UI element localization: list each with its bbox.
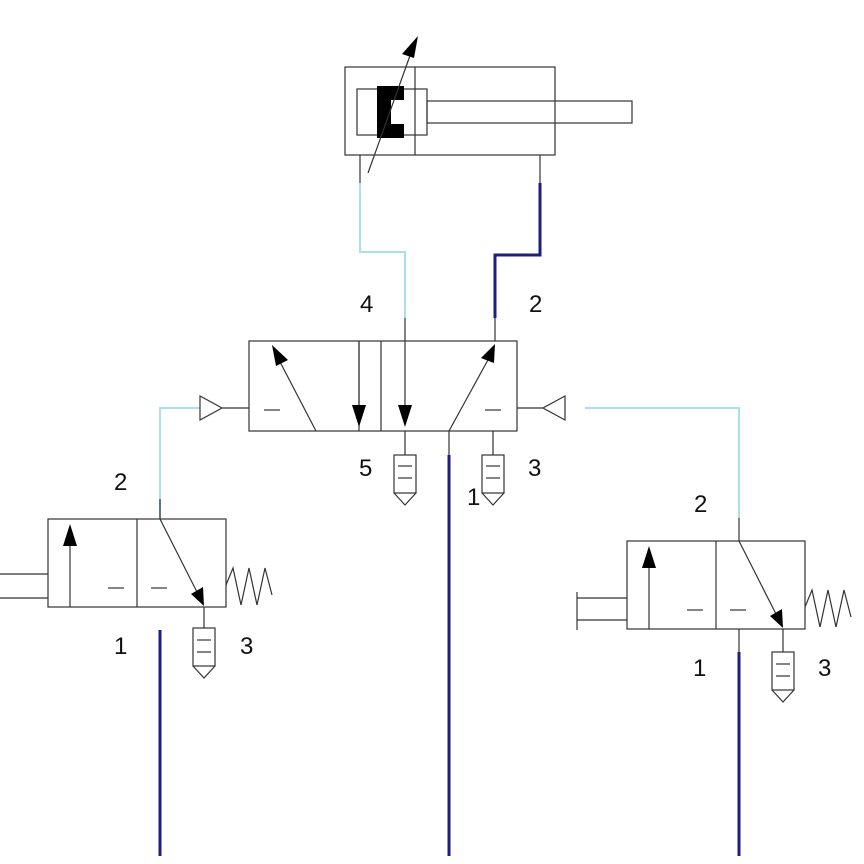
pressure-line-cylinder-to-port-2 <box>493 183 542 318</box>
double-acting-cylinder <box>344 36 633 183</box>
main-valve-port-5-label: 5 <box>359 455 372 482</box>
right-valve-port-3-label: 3 <box>818 655 831 682</box>
pressure-line <box>493 183 542 318</box>
piston-cushion-bracket <box>377 86 404 138</box>
left-valve-port-3-label: 3 <box>240 633 253 660</box>
arrow-head <box>191 587 204 606</box>
right-valve-port-2-label: 2 <box>694 491 707 518</box>
silencer-port-3 <box>192 627 216 679</box>
cylinder-body <box>344 66 556 156</box>
flow-arrow <box>738 540 777 615</box>
arrow-head <box>272 345 288 366</box>
return-spring <box>225 565 273 606</box>
return-spring <box>804 587 852 628</box>
left-valve-port-1-label: 1 <box>114 633 127 660</box>
left-valve-port-2-label: 2 <box>114 469 127 496</box>
signal-line <box>159 407 200 518</box>
main-valve-port-2-label: 2 <box>529 291 542 318</box>
main-valve-port-4-label: 4 <box>360 291 373 318</box>
flow-arrow <box>278 359 317 432</box>
signal-line-left-pilot <box>159 407 200 518</box>
piston-rod <box>426 100 633 124</box>
signal-line-right-pilot <box>585 407 740 518</box>
arrow-head <box>352 405 366 427</box>
arrow-head <box>770 609 783 628</box>
adjustable-arrow-head <box>402 36 418 58</box>
flow-arrow <box>448 357 490 432</box>
left-3-2-valve <box>0 499 273 679</box>
right-3-2-valve <box>576 518 852 703</box>
adjustable-arrow <box>367 49 413 174</box>
main-5-2-valve <box>199 318 566 506</box>
signal-line <box>585 407 740 518</box>
pilot-left-triangle <box>199 394 224 422</box>
pilot-right-triangle <box>541 394 566 422</box>
main-valve-port-3-label: 3 <box>528 455 541 482</box>
silencer-port-3 <box>481 454 505 506</box>
arrow-head <box>642 546 656 568</box>
valve-body <box>248 340 518 432</box>
signal-line-cylinder-to-port-4 <box>359 183 406 318</box>
arrow-head <box>398 405 412 427</box>
signal-line <box>359 183 406 318</box>
arrow-head <box>63 524 77 546</box>
silencer-port-5 <box>393 454 417 506</box>
silencer-port-3 <box>771 651 795 703</box>
flow-arrow <box>159 518 198 593</box>
right-valve-port-1-label: 1 <box>693 655 706 682</box>
arrow-head <box>481 344 495 363</box>
main-valve-port-1-label: 1 <box>467 484 480 511</box>
